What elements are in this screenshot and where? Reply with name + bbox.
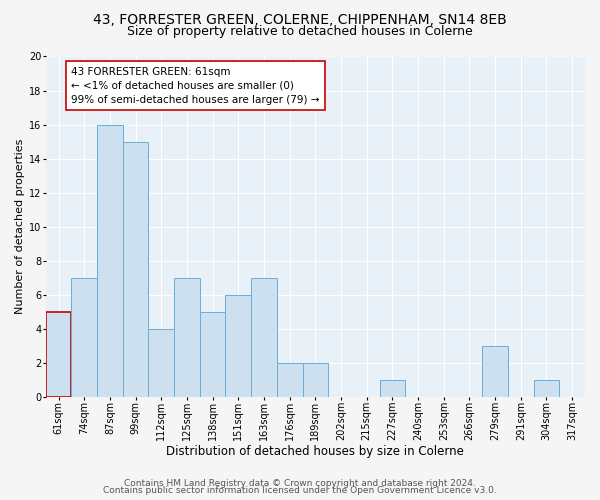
- Bar: [277, 362, 302, 396]
- Text: Contains public sector information licensed under the Open Government Licence v3: Contains public sector information licen…: [103, 486, 497, 495]
- Text: 43 FORRESTER GREEN: 61sqm
← <1% of detached houses are smaller (0)
99% of semi-d: 43 FORRESTER GREEN: 61sqm ← <1% of detac…: [71, 66, 320, 104]
- Bar: [174, 278, 200, 396]
- Bar: [123, 142, 148, 396]
- Bar: [46, 312, 71, 396]
- Bar: [380, 380, 405, 396]
- Bar: [302, 362, 328, 396]
- Bar: [200, 312, 226, 396]
- Text: Contains HM Land Registry data © Crown copyright and database right 2024.: Contains HM Land Registry data © Crown c…: [124, 478, 476, 488]
- Bar: [533, 380, 559, 396]
- Text: Size of property relative to detached houses in Colerne: Size of property relative to detached ho…: [127, 25, 473, 38]
- Bar: [71, 278, 97, 396]
- Bar: [226, 294, 251, 396]
- Bar: [97, 124, 123, 396]
- Bar: [482, 346, 508, 397]
- Text: 43, FORRESTER GREEN, COLERNE, CHIPPENHAM, SN14 8EB: 43, FORRESTER GREEN, COLERNE, CHIPPENHAM…: [93, 12, 507, 26]
- X-axis label: Distribution of detached houses by size in Colerne: Distribution of detached houses by size …: [166, 444, 464, 458]
- Y-axis label: Number of detached properties: Number of detached properties: [15, 139, 25, 314]
- Bar: [148, 328, 174, 396]
- Bar: [251, 278, 277, 396]
